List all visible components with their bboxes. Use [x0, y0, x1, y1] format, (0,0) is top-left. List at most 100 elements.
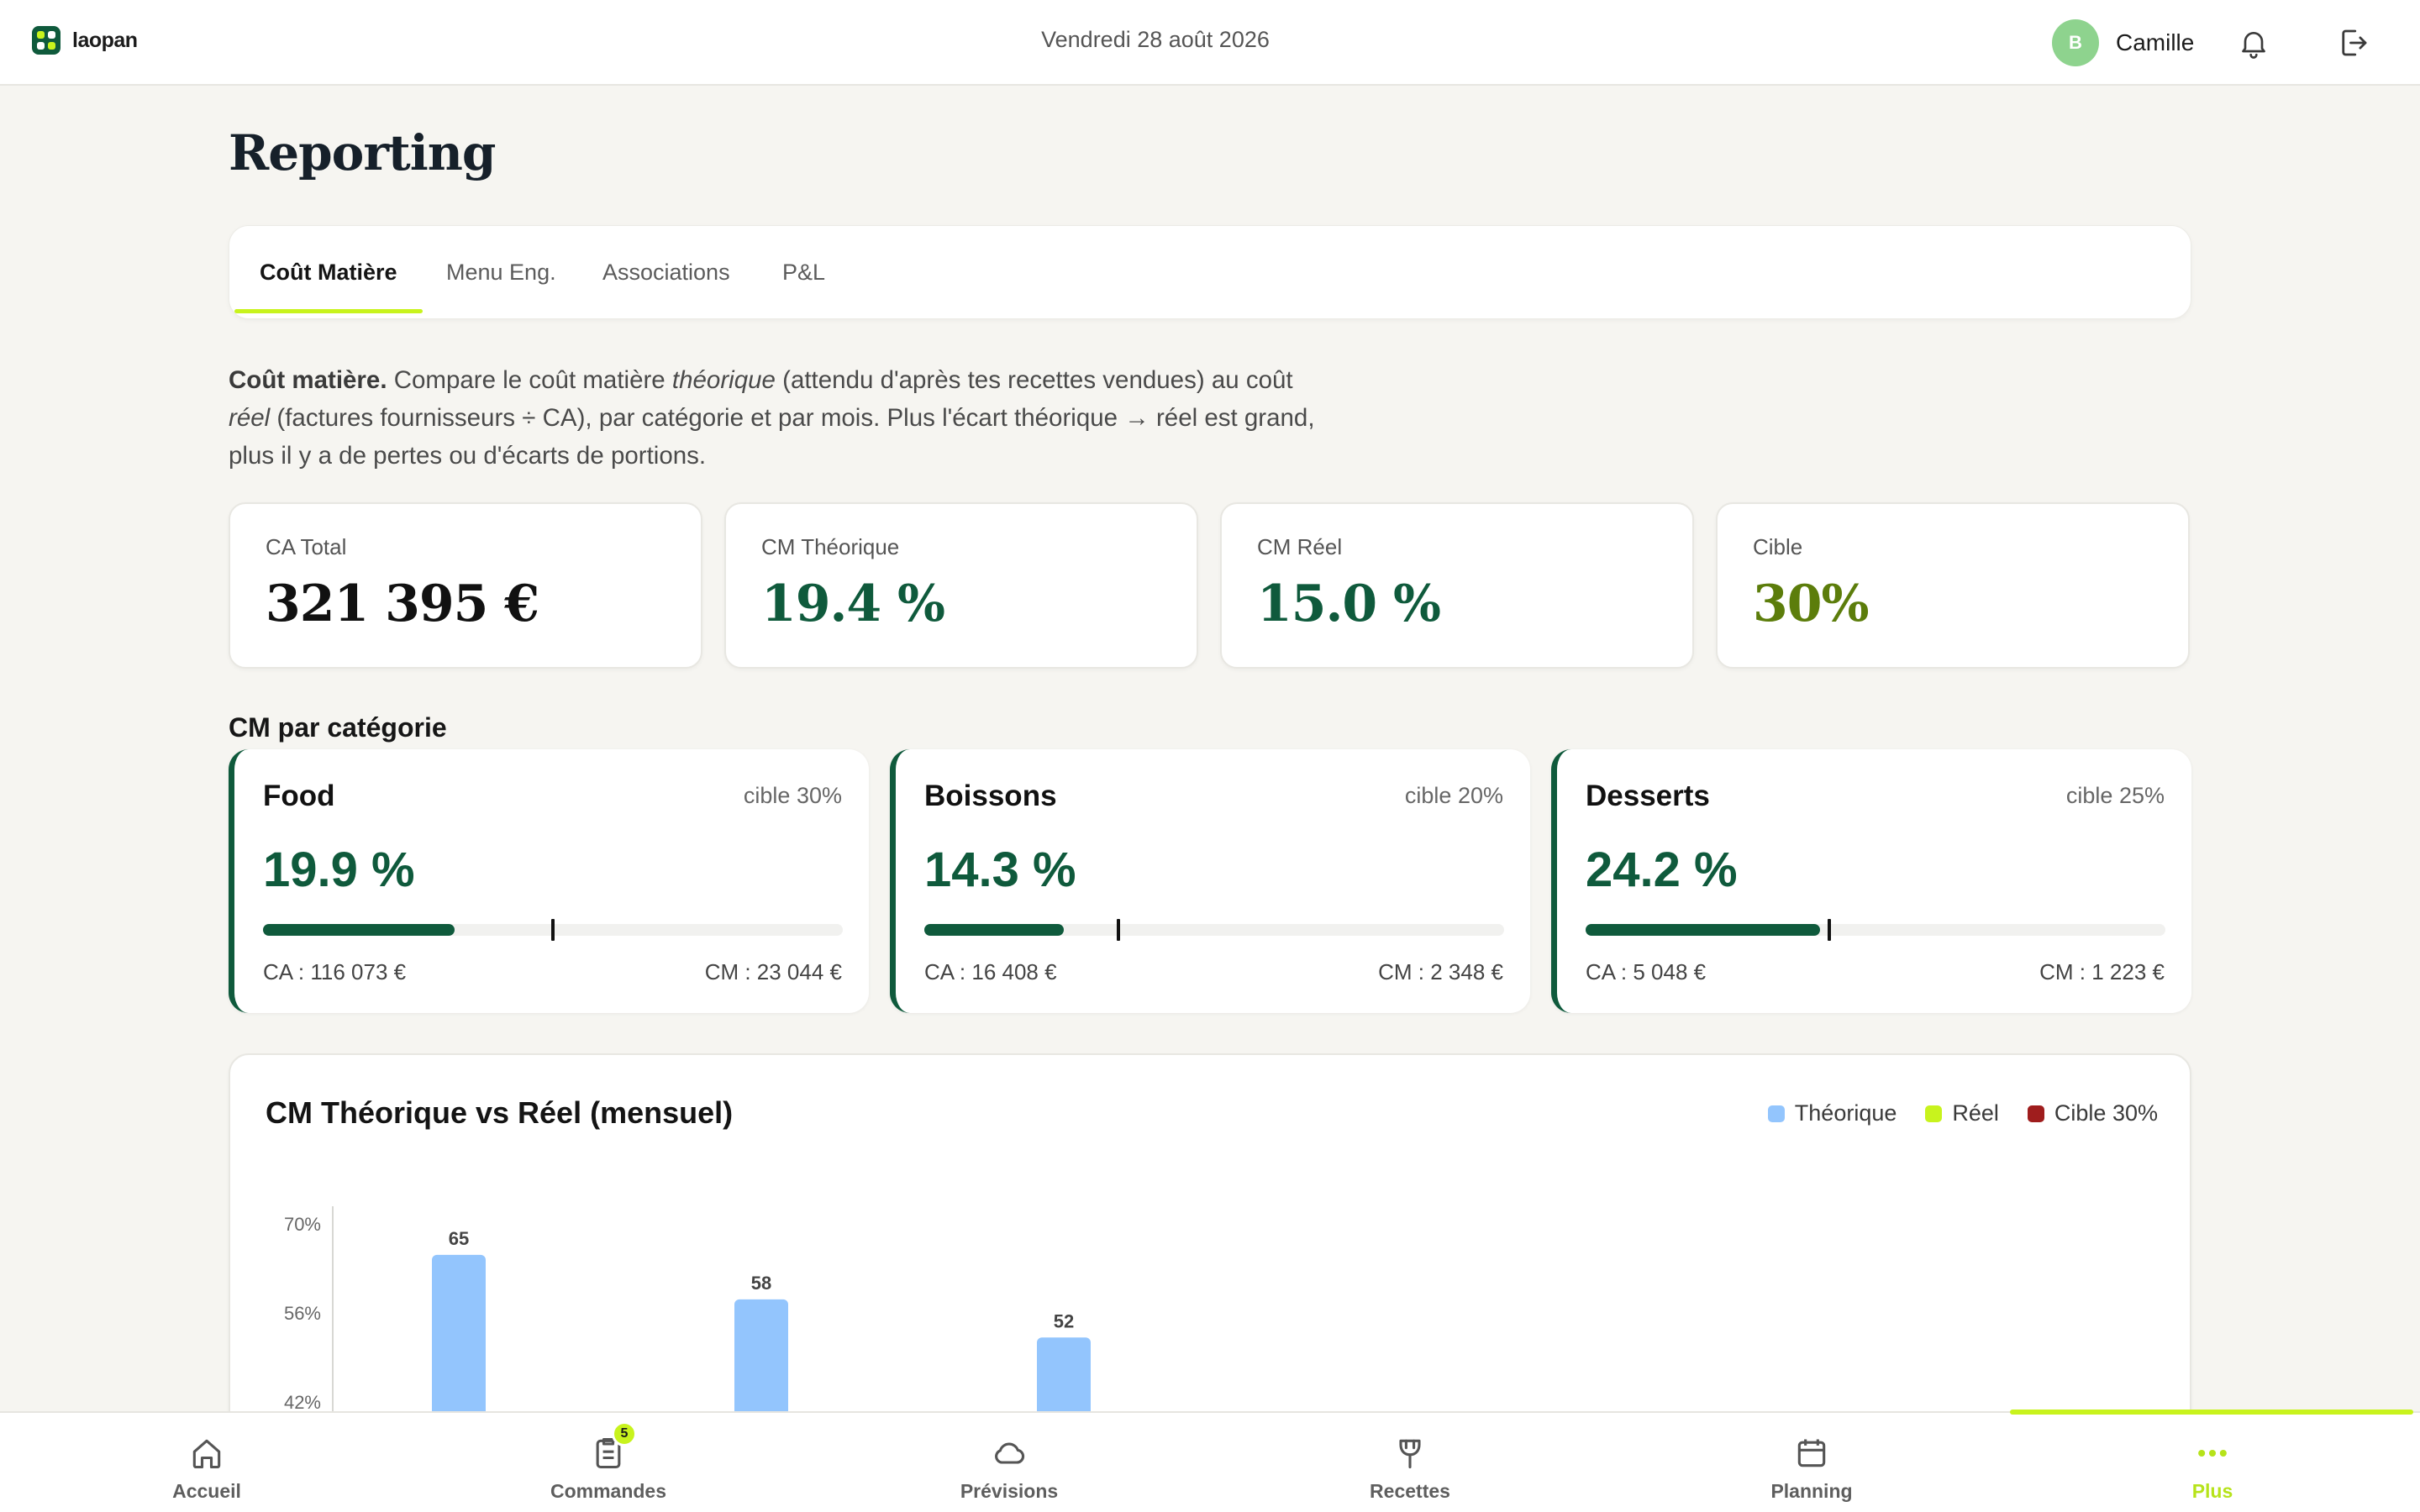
nav-item-previsions[interactable]: Prévisions — [908, 1435, 1110, 1503]
legend-swatch — [1925, 1105, 1943, 1122]
nav-label: Planning — [1770, 1480, 1853, 1502]
y-tick-label: 70% — [284, 1214, 321, 1235]
user-menu[interactable]: B Camille — [2052, 19, 2194, 66]
legend-item-theorique: Théorique — [1767, 1100, 1897, 1126]
avatar: B — [2052, 19, 2099, 66]
kpi-value: 321 395 € — [266, 575, 539, 633]
kpi-value: 30% — [1753, 575, 1870, 633]
kpi-label: CM Théorique — [761, 534, 900, 559]
nav-label: Accueil — [172, 1480, 241, 1502]
nav-item-accueil[interactable]: Accueil — [106, 1435, 308, 1503]
tab-cout-matiere[interactable]: Coût Matière — [260, 260, 397, 285]
y-tick-label: 42% — [284, 1392, 321, 1413]
progress-fill — [1586, 924, 1820, 936]
nav-label: Plus — [2191, 1480, 2233, 1502]
legend-label: Réel — [1952, 1100, 1999, 1126]
kpi-label: CM Réel — [1257, 534, 1343, 559]
intro-part: Compare le coût matière — [387, 366, 672, 394]
kpi-value: 19.4 % — [761, 575, 945, 633]
nav-label: Recettes — [1370, 1480, 1450, 1502]
intro-lead: Coût matière. — [229, 366, 387, 394]
target-marker — [1117, 919, 1120, 941]
clipboard-icon — [596, 1437, 621, 1469]
legend-label: Cible 30% — [2054, 1100, 2158, 1126]
nav-item-plus[interactable]: Plus — [2112, 1435, 2313, 1503]
tab-pnl[interactable]: P&L — [782, 260, 826, 285]
category-progress — [924, 919, 1504, 941]
orders-badge: 5 — [612, 1421, 637, 1446]
kpi-card-cm-reel: CM Réel 15.0 % — [1220, 502, 1694, 669]
tab-associations[interactable]: Associations — [602, 260, 730, 285]
legend-item-reel: Réel — [1925, 1100, 1999, 1126]
calendar-icon — [1797, 1439, 1826, 1467]
active-nav-indicator — [2010, 1410, 2413, 1415]
intro-emphasis: réel — [229, 404, 271, 432]
kpi-value: 15.0 % — [1257, 575, 1441, 633]
user-name: Camille — [2116, 29, 2195, 55]
nav-label: Commandes — [550, 1480, 667, 1502]
category-name: Food — [263, 780, 335, 812]
category-target: cible 20% — [1404, 783, 1503, 808]
category-name: Boissons — [924, 780, 1057, 812]
category-name: Desserts — [1586, 780, 1710, 812]
kpi-card-cible: Cible 30% — [1716, 502, 2190, 669]
category-value: 24.2 % — [1586, 843, 1738, 897]
category-ca: CA : 116 073 € — [263, 959, 407, 984]
category-progress — [1586, 919, 2165, 941]
cloud-icon — [995, 1442, 1025, 1464]
top-bar: laopan Vendredi 28 août 2026 B Camille — [0, 0, 2420, 86]
legend-item-cible: Cible 30% — [2027, 1100, 2158, 1126]
kpi-card-cm-theorique: CM Théorique 19.4 % — [724, 502, 1198, 669]
whisk-icon — [1399, 1439, 1421, 1469]
nav-item-planning[interactable]: Planning — [1711, 1435, 1912, 1503]
home-icon — [192, 1439, 221, 1469]
category-cm: CM : 1 223 € — [2039, 959, 2165, 984]
report-tabs: Coût Matière Menu Eng. Associations P&L — [229, 225, 2191, 319]
progress-fill — [263, 924, 455, 936]
nav-label: Prévisions — [960, 1480, 1059, 1502]
chart-title: CM Théorique vs Réel (mensuel) — [266, 1095, 734, 1130]
bottom-nav: Accueil 5 Commandes Prévisions Recettes — [0, 1410, 2420, 1512]
bar-data-label: 65 — [449, 1228, 469, 1249]
logo-icon — [32, 26, 60, 55]
category-card-desserts: Desserts cible 25% 24.2 % CA : 5 048 € C… — [1551, 749, 2191, 1013]
intro-part: (attendu d'après tes recettes vendues) a… — [775, 366, 1293, 394]
tab-menu-eng[interactable]: Menu Eng. — [446, 260, 556, 285]
app-logo[interactable]: laopan — [32, 26, 138, 55]
clipboard-icon-wrap: 5 — [590, 1421, 637, 1472]
category-ca: CA : 5 048 € — [1586, 959, 1707, 984]
bar-data-label: 58 — [751, 1273, 771, 1294]
logout-icon[interactable] — [2336, 25, 2371, 60]
legend-label: Théorique — [1794, 1100, 1897, 1126]
category-progress — [263, 919, 843, 941]
bar-data-label: 52 — [1054, 1310, 1074, 1331]
kpi-label: Cible — [1753, 534, 1803, 559]
intro-emphasis: théorique — [671, 366, 776, 394]
bell-icon[interactable] — [2237, 25, 2270, 60]
page-title: Reporting — [229, 124, 496, 181]
category-value: 19.9 % — [263, 843, 415, 897]
y-tick-label: 56% — [284, 1303, 321, 1324]
kpi-card-ca-total: CA Total 321 395 € — [229, 502, 702, 669]
section-title: CM par catégorie — [229, 712, 447, 743]
chart-legend: Théorique Réel Cible 30% — [1767, 1100, 2158, 1126]
kpi-label: CA Total — [266, 534, 347, 559]
target-marker — [1828, 919, 1831, 941]
progress-fill — [924, 924, 1064, 936]
category-cm: CM : 2 348 € — [1378, 959, 1503, 984]
intro-text: Coût matière. Compare le coût matière th… — [229, 361, 1321, 475]
category-ca: CA : 16 408 € — [924, 959, 1057, 984]
nav-item-commandes[interactable]: 5 Commandes — [508, 1421, 709, 1503]
category-card-food: Food cible 30% 19.9 % CA : 116 073 € CM … — [229, 749, 869, 1013]
legend-swatch — [1767, 1105, 1785, 1122]
nav-item-recettes[interactable]: Recettes — [1309, 1435, 1511, 1503]
app-name: laopan — [72, 28, 138, 52]
active-tab-indicator — [234, 309, 423, 313]
legend-swatch — [2027, 1105, 2044, 1122]
more-icon — [2198, 1449, 2227, 1457]
category-card-boissons: Boissons cible 20% 14.3 % CA : 16 408 € … — [890, 749, 1530, 1013]
target-marker — [551, 919, 555, 941]
current-date: Vendredi 28 août 2026 — [1041, 27, 1270, 52]
category-value: 14.3 % — [924, 843, 1076, 897]
category-target: cible 30% — [743, 783, 842, 808]
